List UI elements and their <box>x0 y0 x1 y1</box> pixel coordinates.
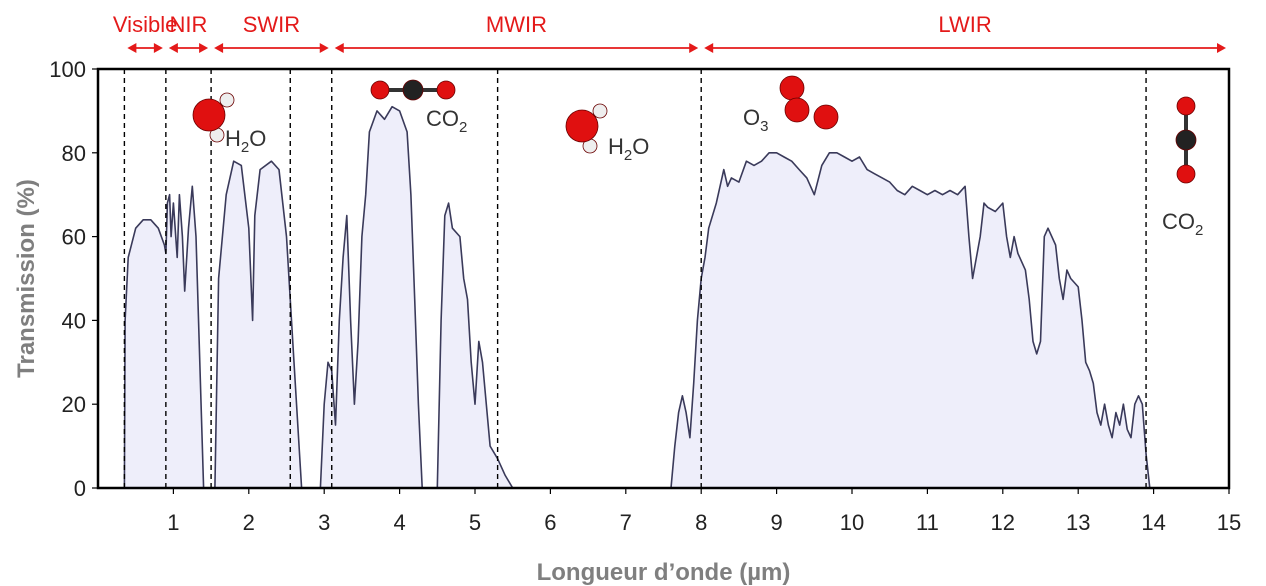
transmission-line <box>123 105 1151 489</box>
band-arrow-head-left <box>127 43 137 53</box>
oxygen-atom-icon <box>370 80 390 100</box>
co2-molecule-icon <box>402 79 424 101</box>
x-tick-label: 13 <box>1066 510 1090 535</box>
band-arrow-head-right <box>199 43 209 53</box>
y-tick-label: 80 <box>62 141 86 166</box>
y-tick-label: 100 <box>49 57 86 82</box>
band-arrow-head-right <box>153 43 163 53</box>
oxygen-atom-icon <box>436 80 456 100</box>
x-tick-label: 12 <box>991 510 1015 535</box>
oxygen-atom-icon <box>813 104 839 130</box>
x-tick-label: 14 <box>1141 510 1165 535</box>
band-label: NIR <box>170 12 208 37</box>
molecule-label: CO2 <box>1162 209 1203 239</box>
x-tick-label: 11 <box>916 510 939 535</box>
y-tick-label: 0 <box>74 476 86 501</box>
x-axis-title: Longueur d’onde (µm) <box>537 559 791 586</box>
molecule-label: H2O <box>225 126 266 156</box>
oxygen-atom-icon <box>1176 164 1196 184</box>
band-label: MWIR <box>486 12 547 37</box>
y-tick-label: 40 <box>62 308 86 333</box>
water-molecule-icon <box>192 98 226 132</box>
band-arrow-head-left <box>168 43 178 53</box>
x-tick-label: 3 <box>318 510 330 535</box>
x-tick-label: 15 <box>1217 510 1241 535</box>
hydrogen-atom-icon <box>592 103 608 119</box>
y-axis-ticks: 0 20 40 60 80 100 <box>49 57 98 501</box>
x-tick-label: 4 <box>393 510 405 535</box>
band-arrow-head-left <box>214 43 224 53</box>
x-tick-label: 6 <box>544 510 556 535</box>
water-molecule-icon <box>565 109 599 143</box>
co2-molecule-icon <box>1175 129 1197 151</box>
oxygen-atom-icon <box>784 97 810 123</box>
band-arrow-head-right <box>319 43 329 53</box>
transmission-area <box>124 106 1150 488</box>
plot-frame <box>96 67 1231 490</box>
band-arrow-head-left <box>704 43 714 53</box>
band-arrow-head-right <box>1217 43 1226 53</box>
ozone-molecule-icon <box>779 75 805 101</box>
y-axis-title: Transmission (%) <box>13 179 40 378</box>
band-label: LWIR <box>938 12 991 37</box>
x-tick-label: 10 <box>840 510 864 535</box>
x-tick-label: 9 <box>770 510 782 535</box>
y-tick-label: 60 <box>62 225 86 250</box>
band-label: SWIR <box>243 12 300 37</box>
molecule-label: H2O <box>608 134 649 164</box>
x-tick-label: 8 <box>695 510 707 535</box>
x-tick-label: 1 <box>167 510 179 535</box>
x-tick-label: 7 <box>620 510 632 535</box>
molecule-annotations: H2O CO2 H2O O3 CO2 <box>192 75 1203 239</box>
band-arrow-head-right <box>689 43 699 53</box>
molecule-label: CO2 <box>426 106 467 136</box>
x-axis-ticks: 1 2 3 4 5 6 7 8 9 10 11 12 13 14 15 <box>167 488 1241 535</box>
band-arrow-head-left <box>334 43 344 53</box>
band-label: Visible <box>113 12 177 37</box>
oxygen-atom-icon <box>1176 96 1196 116</box>
x-tick-label: 5 <box>469 510 481 535</box>
x-tick-label: 2 <box>243 510 255 535</box>
molecule-label: O3 <box>743 105 768 135</box>
hydrogen-atom-icon <box>219 92 235 108</box>
plot-area <box>123 69 1151 489</box>
y-tick-label: 20 <box>62 392 86 417</box>
